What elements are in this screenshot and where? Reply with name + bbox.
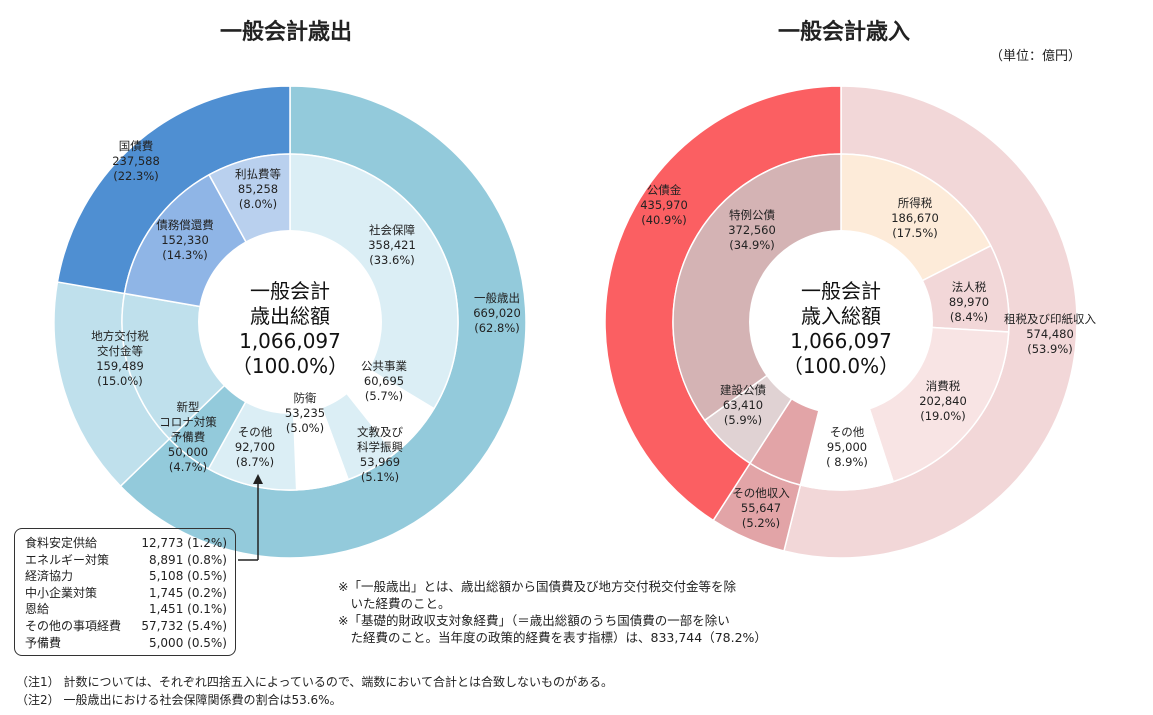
- expenditure-label-1: 社会保障 358,421 (33.6%): [368, 223, 416, 267]
- revenue-label-4: その他 95,000( 8.9%): [826, 425, 868, 469]
- unit-label: （単位：億円）: [990, 49, 1082, 64]
- expenditure-label-2: 公共事業 60,695 (5.7%): [361, 359, 407, 403]
- expenditure-label-8: 債務償還費 152,330 (14.3%): [156, 218, 214, 262]
- breakdown-value: 5,000 (0.5%): [148, 635, 227, 650]
- expenditure-label-7: 地方交付税交付金等 159,489 (15.0%): [91, 329, 149, 388]
- definition-notes: ※「一般歳出」とは、歳出総額から国債費及び地方交付税交付金等を除 いた経費のこと…: [338, 578, 808, 646]
- revenue-label-6: 建設公債 63,410 (5.9%): [720, 383, 766, 427]
- expenditure-center-hole: [198, 230, 382, 414]
- footnote-line: （注2） 一般歳出における社会保障関係費の割合は53.6%。: [16, 693, 342, 707]
- breakdown-row: 予備費 5,000 (0.5%): [25, 635, 227, 652]
- revenue-label-2: 租税及び印紙収入 574,480 (53.9%): [1004, 312, 1096, 356]
- expenditure-label-3: 文教及び科学振興 53,969 (5.1%): [357, 425, 403, 484]
- breakdown-row: 中小企業対策 1,745 (0.2%): [25, 585, 227, 602]
- footnotes: （注1） 計数については、それぞれ四捨五入によっているので、端数において合計とは…: [16, 673, 613, 709]
- breakdown-row: 恩給 1,451 (0.1%): [25, 601, 227, 618]
- breakdown-value: 8,891 (0.8%): [148, 552, 227, 567]
- definition-note-line: た経費のこと。当年度の政策的経費を表す指標）は、833,744（78.2%）: [338, 630, 767, 645]
- definition-note-line: ※「基礎的財政収支対象経費」（＝歳出総額のうち国債費の一部を除い: [338, 613, 730, 628]
- breakdown-row: エネルギー対策 8,891 (0.8%): [25, 552, 227, 569]
- revenue-label-1: 法人税 89,970 (8.4%): [949, 280, 989, 324]
- expenditure-label-6: 新型コロナ対策予備費 50,000 (4.7%): [159, 400, 217, 474]
- revenue-label-0: 所得税 186,670 (17.5%): [891, 196, 939, 240]
- expenditure-chart-title: 一般会計歳出: [219, 20, 352, 45]
- expenditure-label-0: 一般歳出 669,020 (62.8%): [473, 291, 521, 335]
- revenue-label-5: その他収入 55,647 (5.2%): [732, 486, 790, 530]
- footnote-line: （注1） 計数については、それぞれ四捨五入によっているので、端数において合計とは…: [16, 675, 614, 689]
- revenue-center-text-0: 一般会計: [801, 279, 881, 303]
- revenue-label-3: 消費税 202,840 (19.0%): [919, 379, 967, 423]
- other-expenses-breakdown: 食料安定供給 12,773 (1.2%) エネルギー対策 8,891 (0.8%) 経済…: [14, 528, 236, 656]
- revenue-center-hole: [749, 230, 933, 414]
- expenditure-center-text-1: 歳出総額: [250, 304, 330, 328]
- breakdown-value: 5,108 (0.5%): [148, 569, 227, 584]
- definition-note-line: いた経費のこと。: [338, 596, 451, 611]
- breakdown-value: 57,732 (5.4%): [141, 618, 227, 633]
- breakdown-row: 経済協力 5,108 (0.5%): [25, 568, 227, 585]
- expenditure-center-text-0: 一般会計: [250, 279, 330, 303]
- breakdown-row: その他の事項経費 57,732 (5.4%): [25, 618, 227, 635]
- breakdown-value: 12,773 (1.2%): [141, 536, 227, 550]
- expenditure-label-9: 利払費等 85,258 (8.0%): [235, 167, 281, 211]
- revenue-center-text-3: （100.0%）: [783, 354, 899, 378]
- breakdown-name: 恩給: [25, 602, 50, 617]
- revenue-label-8: 公債金 435,970 (40.9%): [640, 183, 688, 227]
- breakdown-name: 食料安定供給: [25, 536, 98, 550]
- breakdown-name: 予備費: [25, 635, 62, 650]
- breakdown-name: 中小企業対策: [25, 585, 98, 600]
- revenue-center-text-2: 1,066,097: [790, 329, 892, 353]
- expenditure-label-4: 防衛 53,235 (5.0%): [285, 391, 325, 435]
- revenue-label-7: 特例公債 372,560 (34.9%): [728, 208, 776, 252]
- breakdown-value: 1,451 (0.1%): [148, 602, 227, 617]
- breakdown-name: エネルギー対策: [25, 552, 110, 567]
- breakdown-name: その他の事項経費: [25, 618, 122, 633]
- revenue-center-text-1: 歳入総額: [801, 304, 881, 328]
- expenditure-center-text-3: （100.0%）: [232, 354, 348, 378]
- breakdown-row: 食料安定供給 12,773 (1.2%): [25, 535, 227, 552]
- other-breakdown-arrowhead: [253, 474, 263, 484]
- expenditure-label-10: 国債費 237,588 (22.3%): [112, 139, 160, 183]
- expenditure-label-5: その他 92,700 (8.7%): [235, 425, 275, 469]
- expenditure-center-text-2: 1,066,097: [239, 329, 341, 353]
- definition-note-line: ※「一般歳出」とは、歳出総額から国債費及び地方交付税交付金等を除: [338, 579, 736, 594]
- breakdown-name: 経済協力: [25, 569, 74, 584]
- revenue-chart-title: 一般会計歳入: [777, 20, 910, 45]
- breakdown-value: 1,745 (0.2%): [148, 585, 227, 600]
